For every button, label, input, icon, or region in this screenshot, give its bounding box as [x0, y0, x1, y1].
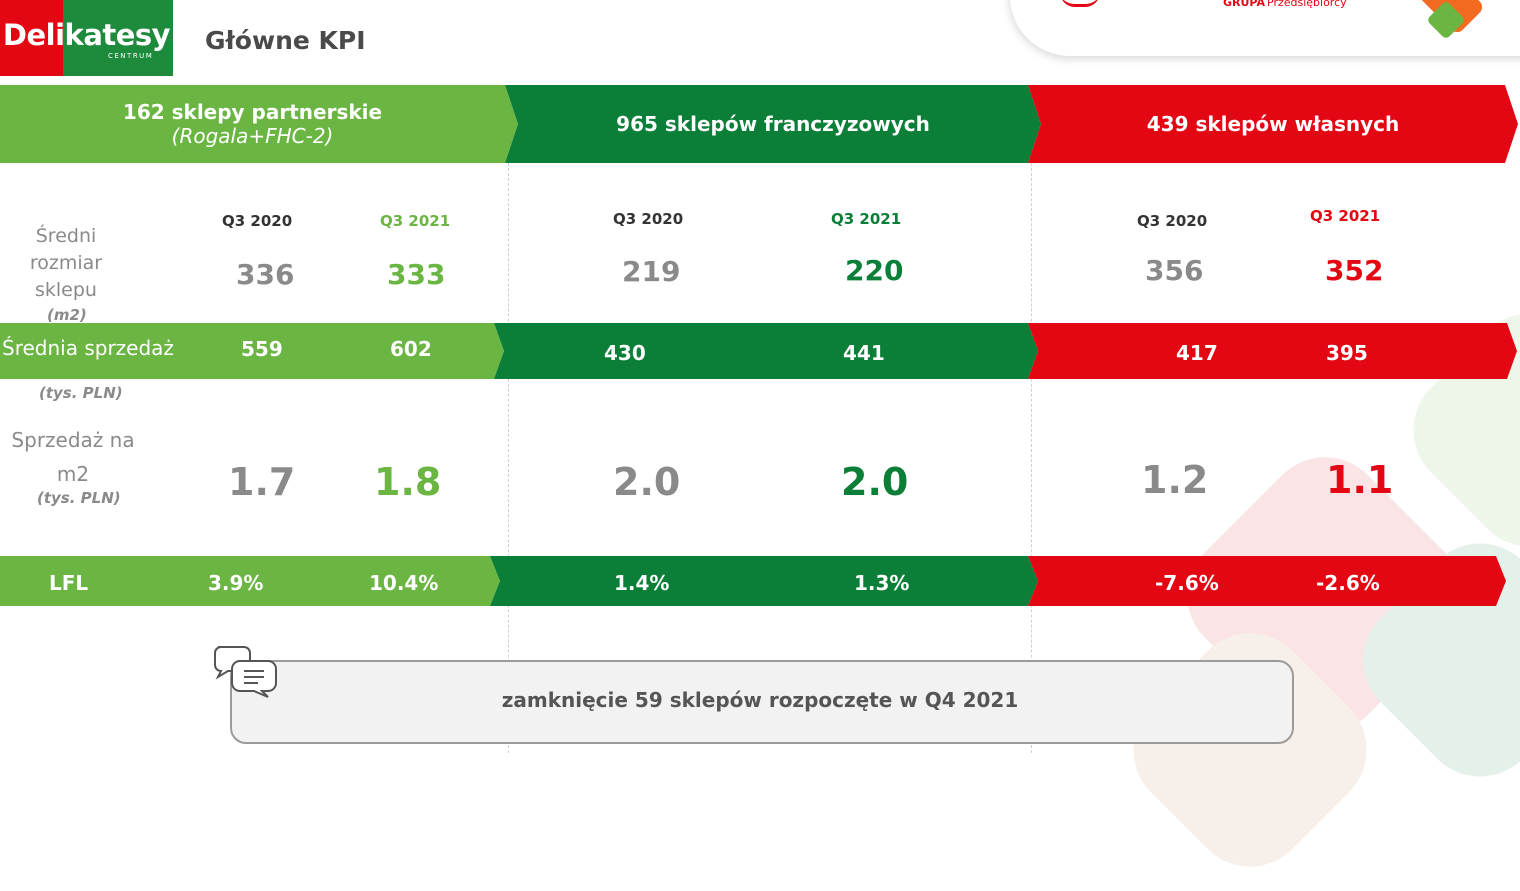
value-lfl-franchise-2021: 1.3% — [854, 571, 910, 595]
row-unit-avg-sales: (tys. PLN) — [39, 384, 123, 402]
partner-brand-label: GRUPA — [1223, 0, 1265, 9]
value-m2-partner-2020: 1.7 — [228, 460, 296, 504]
value-sales-partner-2021: 602 — [390, 337, 432, 361]
row-label-line: Średni — [35, 225, 97, 247]
partner-logo-icon — [1060, 0, 1100, 7]
value-lfl-own-2020: -7.6% — [1155, 571, 1219, 595]
banner-own-shape — [1028, 85, 1518, 163]
logo-subtext: CENTRUM — [108, 52, 154, 60]
value-sales-partner-2020: 559 — [241, 337, 283, 361]
row-unit-sales-per-m2: (tys. PLN) — [37, 489, 121, 507]
row-label-line: m2 — [56, 462, 90, 486]
period-label-2021: Q3 2021 — [1310, 207, 1381, 225]
period-label-2021: Q3 2021 — [831, 210, 902, 228]
value-sales-franchise-2020: 430 — [604, 341, 646, 365]
value-size-own-2021: 352 — [1325, 254, 1384, 287]
row-label-avg-sales: Średnia sprzedaż — [2, 336, 174, 360]
callout-text: zamknięcie 59 sklepów rozpoczęte w Q4 20… — [501, 688, 1019, 712]
segment-partner-subtitle: (Rogala+FHC-2) — [171, 124, 334, 148]
value-size-own-2020: 356 — [1145, 254, 1204, 287]
segment-banners — [0, 85, 1518, 163]
row-label-store-size: Średni rozmiar sklepu — [14, 223, 118, 304]
value-sales-franchise-2021: 441 — [843, 341, 885, 365]
value-sales-own-2020: 417 — [1176, 341, 1218, 365]
sales-row-bar — [0, 323, 1517, 379]
banner-franchise-shape — [505, 85, 1041, 163]
value-size-franchise-2020: 219 — [622, 255, 681, 288]
value-lfl-own-2021: -2.6% — [1316, 571, 1380, 595]
value-size-partner-2021: 333 — [387, 258, 446, 291]
banner-partner-shape — [0, 85, 518, 163]
row-label-line: Sprzedaż na — [11, 428, 135, 452]
value-lfl-franchise-2020: 1.4% — [614, 571, 670, 595]
segment-partner-header: 162 sklepy partnerskie (Rogala+FHC-2) — [0, 85, 505, 163]
period-label-2020: Q3 2020 — [222, 212, 293, 230]
column-divider — [1031, 163, 1032, 753]
callout-box — [230, 660, 1294, 744]
segment-franchise-header: 965 sklepów franczyzowych — [518, 85, 1028, 163]
value-m2-franchise-2020: 2.0 — [613, 460, 681, 504]
partner-brand-label-2: Przedsiębiorcy — [1267, 0, 1347, 9]
segment-franchise-title: 965 sklepów franczyzowych — [616, 112, 930, 136]
value-m2-partner-2021: 1.8 — [374, 460, 442, 504]
period-label-2020: Q3 2020 — [1137, 212, 1208, 230]
row-label-lfl: LFL — [49, 571, 89, 595]
value-m2-own-2020: 1.2 — [1141, 458, 1209, 502]
segment-partner-title: 162 sklepy partnerskie — [122, 100, 383, 124]
segment-own-title: 439 sklepów własnych — [1146, 112, 1400, 136]
row-unit-store-size: (m2) — [47, 306, 87, 324]
row-label-line: sklepu — [35, 279, 97, 301]
value-lfl-partner-2020: 3.9% — [208, 571, 264, 595]
delikatesy-logo: Delikatesy CENTRUM — [0, 0, 173, 76]
value-lfl-partner-2021: 10.4% — [369, 571, 439, 595]
period-label-2021: Q3 2021 — [380, 212, 451, 230]
value-size-franchise-2021: 220 — [845, 254, 904, 287]
row-label-sales-per-m2: Sprzedaż na m2 — [8, 423, 138, 491]
column-divider — [508, 163, 509, 753]
value-size-partner-2020: 336 — [236, 258, 295, 291]
logo-text: Delikatesy — [2, 18, 171, 52]
lfl-row-bar — [0, 556, 1506, 606]
chat-bubble-icon — [214, 646, 277, 698]
row-label-line: rozmiar — [29, 252, 103, 274]
value-m2-own-2021: 1.1 — [1326, 458, 1394, 502]
value-m2-franchise-2021: 2.0 — [841, 460, 909, 504]
period-label-2020: Q3 2020 — [613, 210, 684, 228]
page-title: Główne KPI — [205, 26, 366, 55]
segment-own-header: 439 sklepów własnych — [1041, 85, 1505, 163]
value-sales-own-2021: 395 — [1326, 341, 1368, 365]
